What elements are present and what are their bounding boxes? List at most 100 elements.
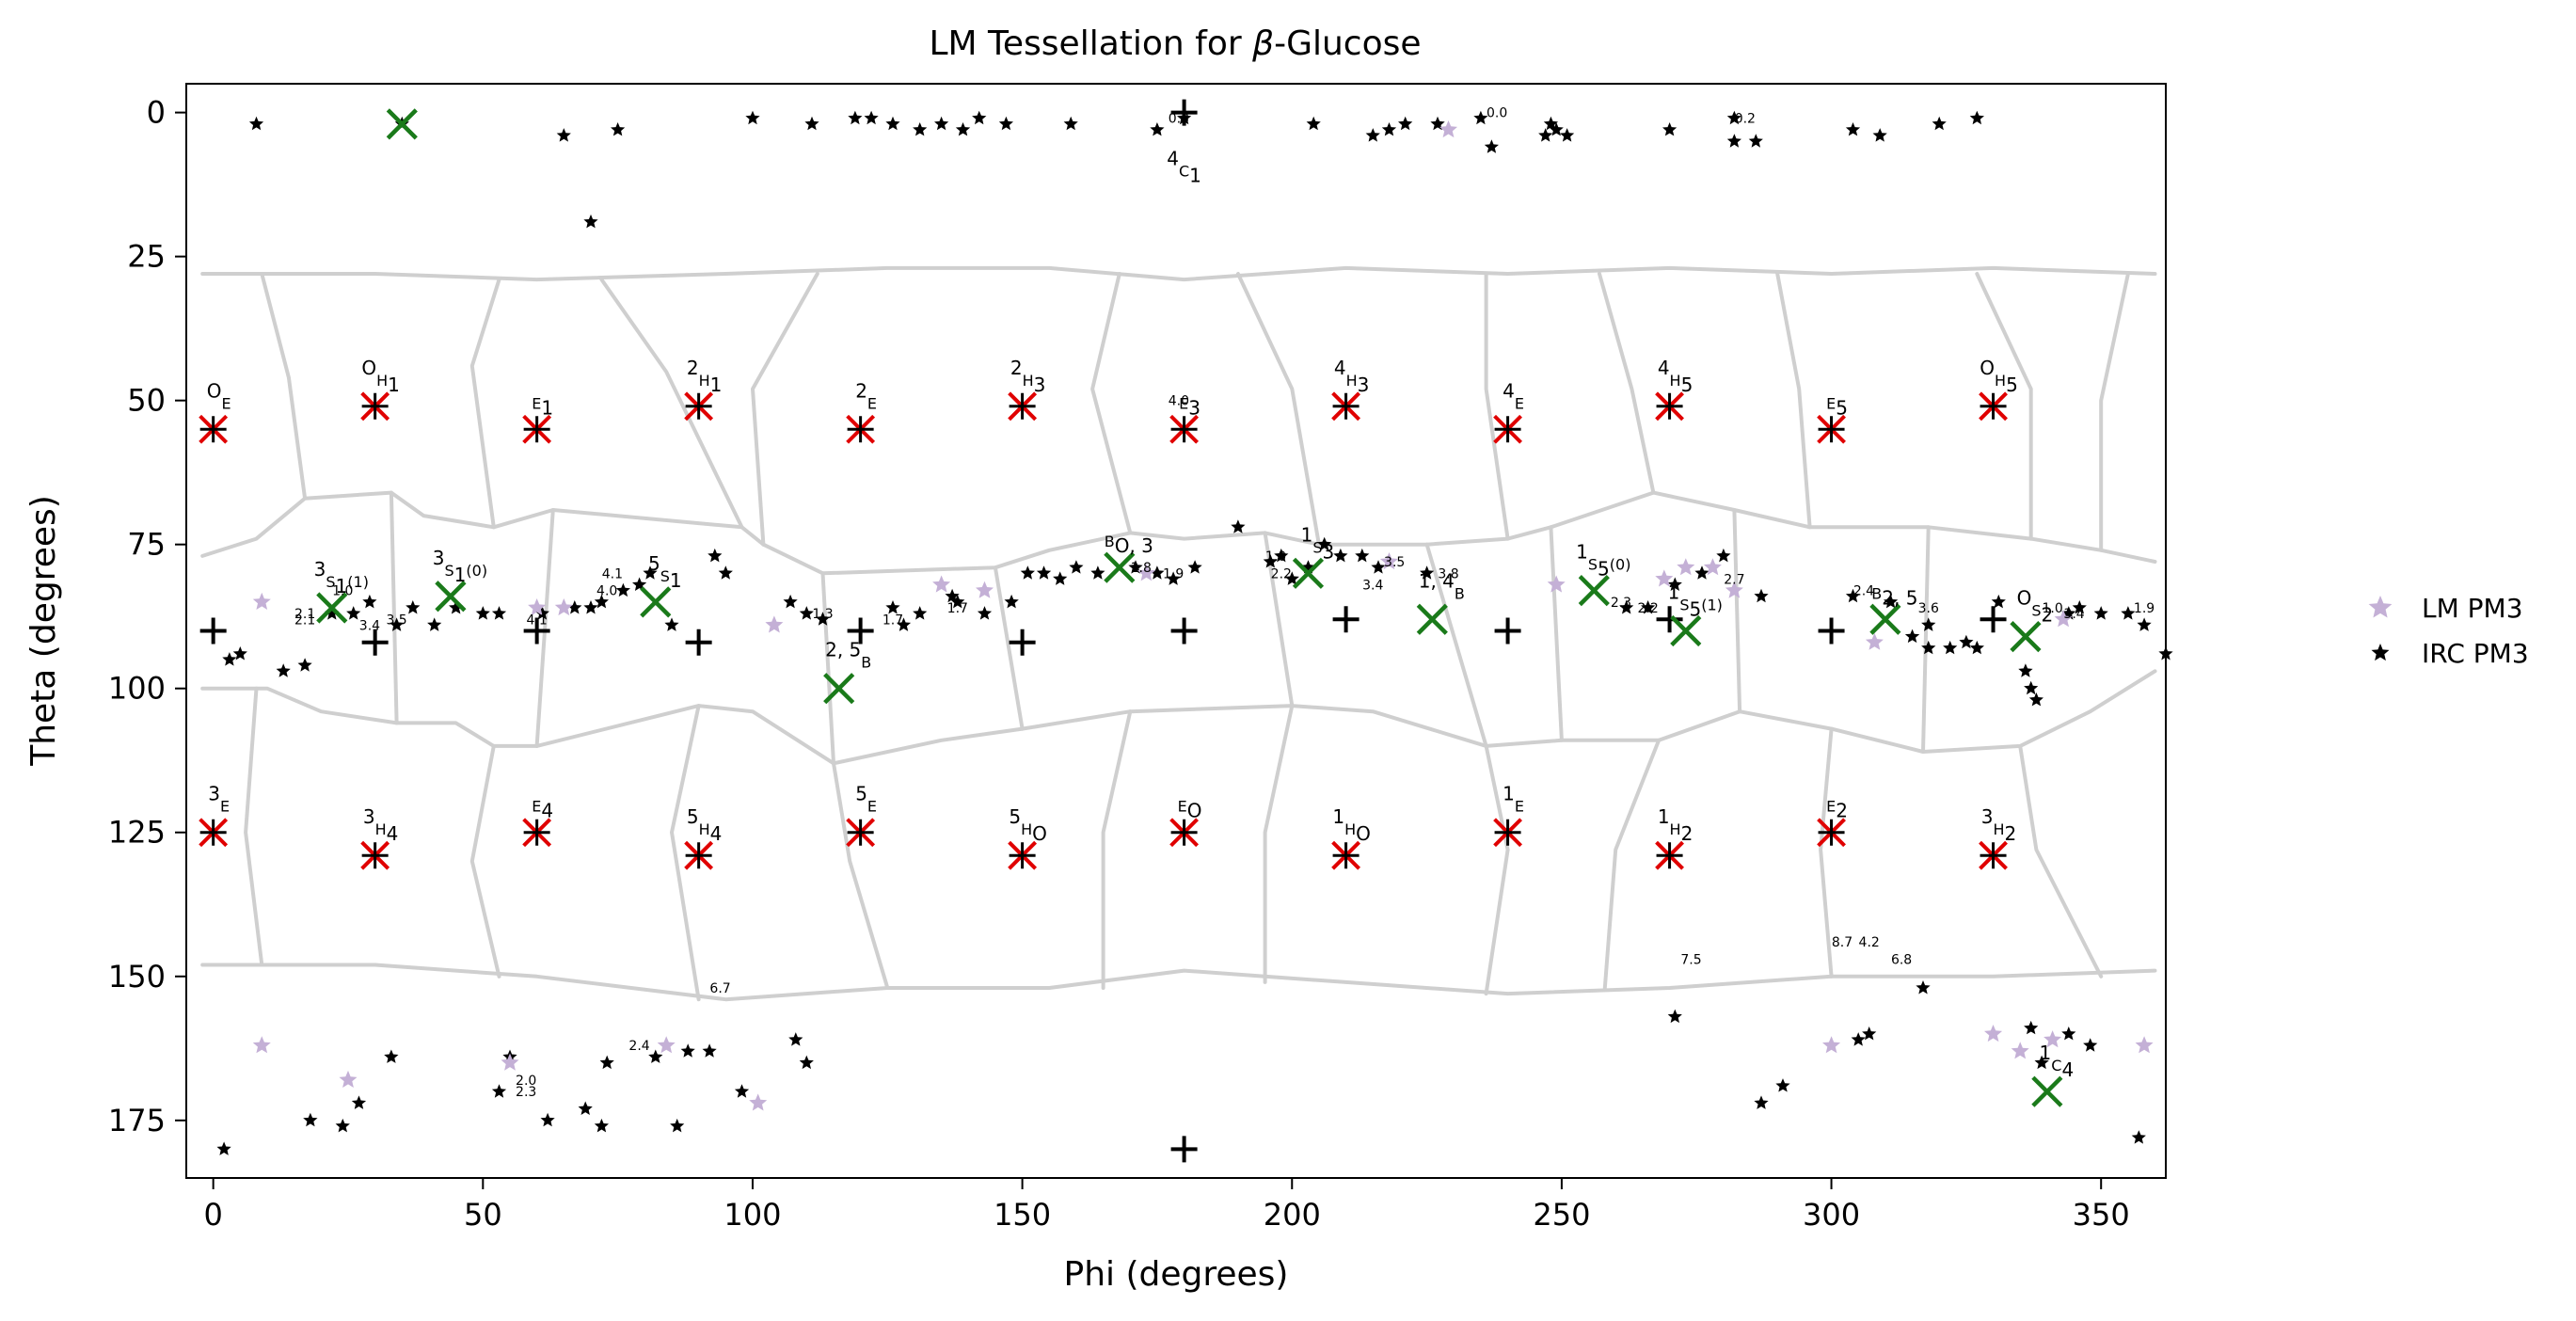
irc-pm3-point-57 — [664, 617, 679, 631]
reference-label-1: OH1 — [361, 357, 400, 396]
y-tick-label-7: 175 — [108, 1103, 166, 1138]
lm-pm3-point-14 — [1865, 632, 1884, 650]
irc-pm3-point-51 — [567, 600, 582, 614]
reference-cross-18 — [1170, 819, 1198, 846]
lm-reference-label-12: 1C4 — [2040, 1042, 2075, 1081]
tessellation-edge-30 — [1484, 743, 1510, 996]
irc-pm3-point-94 — [1754, 588, 1769, 603]
x-tick-label-5: 250 — [1533, 1197, 1590, 1233]
irc-pm3-point-60 — [783, 594, 798, 609]
irc-pm3-point-125 — [670, 1118, 685, 1133]
tessellation-edge-11 — [1598, 272, 1656, 495]
lm-reference-label-7: 1, 4B — [1419, 569, 1465, 602]
reference-cross-16 — [847, 819, 874, 846]
irc-pm3-point-29 — [1662, 122, 1678, 136]
irc-pm3-point-59 — [718, 565, 733, 580]
irc-pm3-point-128 — [799, 1055, 814, 1070]
reference-label-19: 1HO — [1332, 805, 1371, 845]
lm-reference-marker-5 — [1104, 551, 1136, 583]
irc-pm3-point-93 — [1716, 548, 1731, 563]
irc-pm3-point-92 — [1694, 565, 1709, 580]
reference-cross-6 — [1170, 416, 1198, 443]
irc-pm3-point-75 — [1128, 560, 1143, 574]
lm-pm3-point-6 — [1137, 564, 1155, 581]
tessellation-edge-33 — [2018, 743, 2104, 979]
lm-pm3-point-7 — [1379, 552, 1398, 570]
lm-reference-marker-6 — [1292, 557, 1325, 589]
irc-pm3-point-140 — [2131, 1130, 2146, 1144]
irc-pm3-point-130 — [1667, 1009, 1682, 1024]
lm-pm3-point-9 — [1547, 575, 1566, 593]
reference-label-8: 4E — [1503, 379, 1524, 412]
irc-pm3-point-124 — [680, 1043, 695, 1058]
irc-pm3-point-133 — [1851, 1032, 1866, 1046]
tessellation-edge-4 — [260, 272, 308, 501]
tessellation-edge-21 — [1549, 525, 1564, 742]
irc-pm3-point-139 — [2083, 1038, 2098, 1052]
irc-pm3-point-132 — [1775, 1078, 1790, 1092]
annotation-30: 6.7 — [709, 981, 730, 996]
irc-pm3-point-129 — [734, 1084, 750, 1098]
tessellation-edge-9 — [1235, 272, 1321, 547]
reference-cross-14 — [523, 819, 550, 846]
tessellation-edge-8 — [1090, 272, 1133, 535]
irc-pm3-point-111 — [2137, 617, 2152, 631]
plus-marker-5 — [847, 617, 874, 645]
tessellation-edge-5 — [469, 278, 501, 530]
annotation-1: 0.0 — [1487, 106, 1507, 121]
irc-pm3-point-114 — [351, 1095, 367, 1109]
lm-pm3-point-12 — [1703, 558, 1722, 576]
irc-pm3-point-100 — [1943, 640, 1958, 655]
irc-pm3-point-40 — [297, 658, 312, 672]
irc-pm3-point-85 — [1333, 548, 1348, 563]
lm-pm3-point-0 — [252, 592, 271, 610]
irc-pm3-point-141 — [216, 1141, 231, 1155]
irc-pm3-point-81 — [1274, 548, 1289, 563]
lm-pm3-point-4 — [932, 575, 951, 593]
lm-pm3-point-8 — [1439, 120, 1457, 138]
irc-pm3-point-38 — [232, 646, 247, 660]
irc-pm3-point-3 — [556, 128, 571, 142]
tessellation-edge-29 — [1263, 704, 1295, 984]
irc-pm3-point-106 — [2028, 692, 2043, 707]
irc-pm3-point-134 — [1862, 1027, 1877, 1041]
lm-pm3-point-20 — [1822, 1036, 1841, 1054]
irc-pm3-point-18 — [1306, 116, 1321, 131]
annotation-29: 1.9 — [2134, 601, 2155, 616]
irc-pm3-point-42 — [346, 606, 361, 620]
irc-pm3-point-6 — [804, 116, 819, 131]
irc-pm3-point-26 — [1543, 116, 1558, 131]
annotation-18: 2.2 — [1271, 566, 1292, 581]
x-tick-label-4: 200 — [1264, 1197, 1321, 1233]
lm-pm3-point-16 — [339, 1070, 358, 1088]
reference-label-14: E4 — [532, 798, 553, 822]
irc-pm3-point-105 — [2024, 680, 2039, 695]
reference-cross-7 — [1332, 392, 1360, 420]
lm-reference-label-2: 3S1(0) — [433, 547, 487, 586]
annotation-6: 1.0 — [332, 584, 353, 599]
irc-pm3-point-115 — [384, 1049, 399, 1063]
irc-pm3-point-63 — [885, 600, 900, 614]
y-tick-label-5: 125 — [108, 815, 166, 851]
irc-pm3-point-123 — [648, 1049, 663, 1063]
reference-label-13: 3H4 — [363, 805, 399, 845]
tessellation-edge-2 — [200, 669, 2157, 766]
annotation-32: 8.7 — [1832, 935, 1852, 950]
irc-pm3-point-47 — [449, 600, 464, 614]
irc-pm3-point-135 — [1916, 980, 1931, 995]
irc-pm3-point-79 — [1231, 519, 1246, 533]
irc-pm3-point-15 — [1063, 116, 1078, 131]
reference-label-22: E2 — [1826, 798, 1848, 822]
lm-reference-label-11: OS2 — [2017, 587, 2054, 627]
annotation-19: 3.5 — [1384, 555, 1405, 570]
irc-pm3-point-25 — [1538, 128, 1553, 142]
annotation-0: 0.3 — [1169, 112, 1189, 127]
reference-label-6: E3 — [1179, 394, 1201, 419]
reference-cross-23 — [1980, 842, 2007, 869]
reference-label-0: OE — [207, 379, 231, 412]
irc-pm3-point-61 — [799, 606, 814, 620]
annotation-7: 3.4 — [359, 618, 380, 633]
irc-pm3-point-82 — [1284, 571, 1299, 585]
lm-reference-label-1: 3S1(1) — [314, 558, 369, 597]
reference-label-20: 1E — [1503, 783, 1524, 816]
